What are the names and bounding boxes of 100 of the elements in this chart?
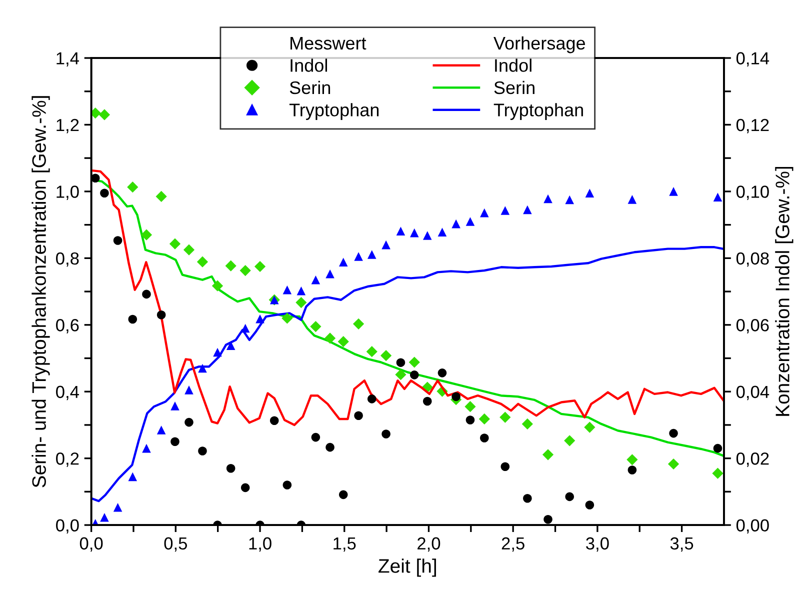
point — [380, 350, 392, 362]
x-tick-label: 2,5 — [502, 537, 524, 552]
y2-tick-label: 0,14 — [736, 52, 770, 67]
y2-tick-label: 0,10 — [736, 186, 769, 200]
point — [142, 290, 151, 299]
point — [500, 206, 510, 215]
legend-label: Indol — [495, 58, 532, 72]
point — [128, 472, 138, 482]
point — [712, 468, 724, 479]
point — [198, 364, 207, 373]
point — [100, 188, 109, 198]
point — [282, 312, 293, 324]
point — [500, 412, 511, 423]
text: Vorhersage — [494, 36, 586, 54]
y-tick-label: 0,6 — [56, 319, 79, 334]
text: Messwert — [290, 37, 366, 50]
point — [240, 264, 251, 276]
point — [169, 238, 181, 250]
point — [584, 422, 596, 433]
point — [354, 252, 363, 261]
point — [256, 314, 264, 324]
point — [668, 458, 680, 470]
point — [669, 187, 678, 196]
point — [396, 226, 406, 236]
point — [354, 411, 363, 420]
point — [466, 217, 475, 226]
point — [422, 231, 432, 240]
point — [438, 368, 447, 378]
point — [464, 401, 476, 412]
point — [408, 356, 420, 368]
y-tick-label: 1,4 — [56, 52, 79, 67]
point — [523, 494, 532, 503]
point — [226, 464, 236, 473]
x-tick-label: 1,0 — [249, 537, 272, 552]
point — [156, 190, 167, 202]
point — [270, 416, 279, 426]
point — [410, 370, 419, 380]
point — [382, 240, 390, 250]
y-tick-label: 0,8 — [56, 252, 79, 267]
x-tick-label: 0,5 — [164, 537, 187, 552]
point — [113, 236, 122, 245]
point — [366, 346, 378, 358]
point — [544, 514, 552, 524]
point — [100, 512, 109, 522]
point — [669, 428, 678, 438]
point — [585, 500, 594, 510]
point — [98, 109, 110, 120]
point — [326, 269, 334, 278]
point — [338, 336, 349, 348]
point — [628, 195, 637, 204]
point — [452, 219, 460, 228]
y2-tick-label: 0,06 — [736, 319, 769, 334]
point — [410, 228, 419, 238]
y-tick-label: 0,0 — [56, 519, 79, 534]
point — [326, 442, 334, 452]
y-tick-label: 1,2 — [56, 118, 79, 134]
y-tick-label: 0,4 — [56, 386, 79, 400]
line-series — [91, 246, 724, 502]
x-tick-label: 2,0 — [418, 537, 440, 552]
x-axis-title: Zeit [h] — [378, 558, 436, 577]
y2-tick-label: 0,02 — [736, 452, 769, 467]
point — [466, 416, 475, 424]
point — [542, 449, 554, 460]
point — [170, 402, 180, 410]
legend-label: Tryptophan — [289, 103, 379, 120]
point — [452, 392, 460, 401]
point — [212, 280, 224, 292]
point — [156, 426, 166, 434]
point — [128, 314, 138, 324]
point — [713, 444, 722, 453]
point — [585, 188, 594, 198]
point — [396, 358, 406, 367]
y2-tick-label: 0,08 — [736, 252, 769, 267]
y2-tick-label: 0,04 — [736, 386, 770, 400]
point — [500, 462, 510, 472]
point — [352, 318, 364, 330]
point — [544, 194, 552, 204]
point — [310, 320, 322, 332]
point — [213, 348, 222, 357]
point — [226, 341, 236, 350]
legend-label: Serin — [290, 80, 330, 94]
point — [183, 244, 195, 256]
x-tick-label: 3,0 — [586, 537, 609, 552]
point — [311, 432, 320, 442]
x-tick-label: 3,5 — [670, 537, 694, 552]
y-tick-label: 1,0 — [56, 186, 79, 200]
point — [395, 369, 406, 380]
point — [170, 437, 180, 446]
point — [296, 296, 307, 308]
point — [626, 454, 638, 466]
point — [338, 258, 348, 267]
point — [282, 480, 292, 490]
point — [522, 418, 533, 430]
point — [480, 434, 489, 442]
x-tick-label: 1,5 — [334, 537, 356, 552]
point — [196, 256, 208, 268]
point — [184, 418, 194, 427]
x-tick-label: 0,0 — [80, 537, 103, 552]
point — [140, 229, 152, 240]
legend-label: Serin — [494, 80, 534, 94]
